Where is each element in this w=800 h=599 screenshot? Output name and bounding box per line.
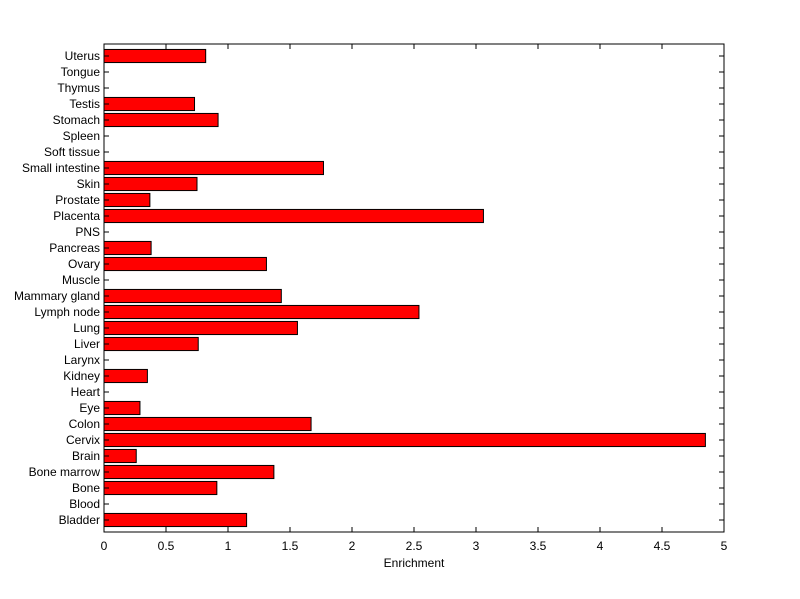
bar-bone: [103, 480, 218, 496]
category-label-larynx: Larynx: [64, 353, 100, 367]
x-tick-label-1: 0.5: [158, 539, 175, 553]
category-label-lymph-node: Lymph node: [34, 305, 100, 319]
category-label-liver: Liver: [74, 337, 100, 351]
category-label-bone: Bone: [72, 481, 100, 495]
plot-frame: [103, 43, 725, 533]
category-label-thymus: Thymus: [57, 81, 100, 95]
x-tick-label-4: 2: [349, 539, 356, 553]
x-tick-label-6: 3: [473, 539, 480, 553]
bar-skin: [103, 176, 198, 192]
bar-colon: [103, 416, 312, 432]
category-label-pns: PNS: [75, 225, 100, 239]
bar-lung: [103, 320, 298, 336]
x-tick-label-9: 4.5: [654, 539, 671, 553]
bar-placenta: [103, 208, 484, 224]
x-tick-label-10: 5: [721, 539, 728, 553]
category-label-spleen: Spleen: [63, 129, 100, 143]
category-label-bone-marrow: Bone marrow: [29, 465, 101, 479]
category-label-uterus: Uterus: [65, 49, 100, 63]
bar-lymph-node: [103, 304, 420, 320]
category-label-muscle: Muscle: [62, 273, 100, 287]
category-label-placenta: Placenta: [53, 209, 100, 223]
ticks-group: [103, 44, 725, 532]
bar-eye: [103, 400, 141, 416]
bar-testis: [103, 96, 196, 112]
x-axis-label: Enrichment: [384, 556, 445, 570]
bar-bladder: [103, 512, 248, 528]
category-label-heart: Heart: [71, 385, 101, 399]
bar-uterus: [103, 48, 207, 64]
bar-stomach: [103, 112, 219, 128]
category-label-kidney: Kidney: [63, 369, 100, 383]
x-tick-label-3: 1.5: [282, 539, 299, 553]
bar-prostate: [103, 192, 151, 208]
category-label-brain: Brain: [72, 449, 100, 463]
x-tick-label-0: 0: [101, 539, 108, 553]
category-label-bladder: Bladder: [59, 513, 100, 527]
category-label-pancreas: Pancreas: [49, 241, 100, 255]
labels-group: Bladder Blood Bone Bone marrow Brain Cervix Co…: [14, 49, 728, 553]
bar-liver: [103, 336, 199, 352]
bar-cervix: [103, 432, 706, 448]
category-label-mammary-gland: Mammary gland: [14, 289, 100, 303]
category-label-eye: Eye: [79, 401, 100, 415]
category-label-lung: Lung: [73, 321, 100, 335]
bar-pancreas: [103, 240, 152, 256]
category-label-blood: Blood: [69, 497, 100, 511]
x-tick-label-5: 2.5: [406, 539, 423, 553]
category-label-skin: Skin: [77, 177, 100, 191]
bar-small-intestine: [103, 160, 324, 176]
x-tick-label-7: 3.5: [530, 539, 547, 553]
x-tick-label-2: 1: [225, 539, 232, 553]
category-label-small-intestine: Small intestine: [22, 161, 100, 175]
category-label-testis: Testis: [69, 97, 100, 111]
category-label-prostate: Prostate: [55, 193, 100, 207]
bar-ovary: [103, 256, 267, 272]
x-tick-label-8: 4: [597, 539, 604, 553]
category-label-tongue: Tongue: [61, 65, 101, 79]
category-label-soft-tissue: Soft tissue: [44, 145, 100, 159]
category-label-colon: Colon: [69, 417, 100, 431]
category-label-stomach: Stomach: [53, 113, 100, 127]
bar-mammary-gland: [103, 288, 282, 304]
bar-kidney: [103, 368, 148, 384]
category-label-cervix: Cervix: [66, 433, 100, 447]
bar-bone-marrow: [103, 464, 275, 480]
category-label-ovary: Ovary: [68, 257, 100, 271]
